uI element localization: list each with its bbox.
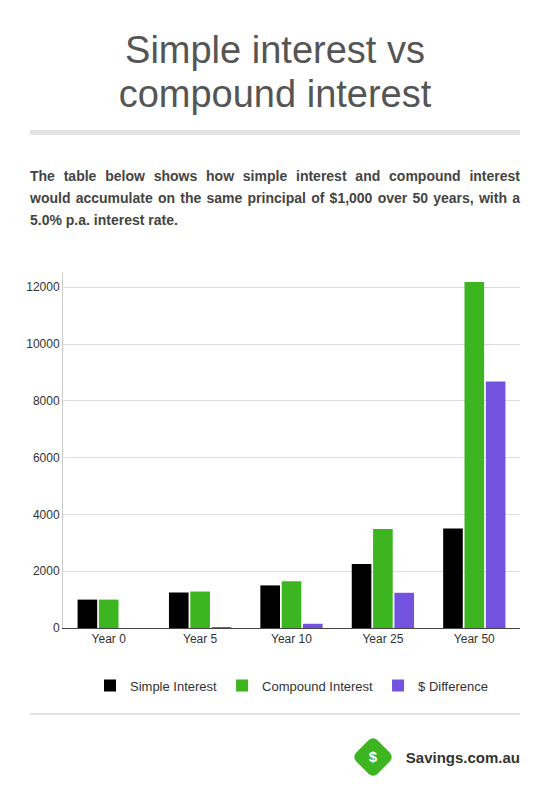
- svg-text:Year 5: Year 5: [183, 632, 218, 646]
- svg-text:Year 50: Year 50: [454, 632, 495, 646]
- svg-text:$ Difference: $ Difference: [418, 679, 488, 694]
- svg-text:Year 25: Year 25: [362, 632, 403, 646]
- svg-text:0: 0: [53, 621, 60, 635]
- html-text:Simple interest vs compound in: Simple interest vs compound interest: [118, 29, 432, 115]
- svg-text:Year 0: Year 0: [92, 632, 127, 646]
- svg-text:Compound Interest: Compound Interest: [262, 679, 373, 694]
- svg-text:12000: 12000: [26, 280, 60, 294]
- svg-text:Simple Interest: Simple Interest: [130, 679, 217, 694]
- html-text:Savings.com.au: Savings.com.au: [405, 748, 520, 766]
- svg-text:2000: 2000: [33, 564, 60, 578]
- svg-text:6000: 6000: [33, 451, 60, 465]
- svg-text:Year 10: Year 10: [271, 632, 312, 646]
- html-text:The table below shows how simp: The table below shows how simple interes…: [30, 168, 520, 228]
- svg-text:8000: 8000: [33, 394, 60, 408]
- svg-text:4000: 4000: [33, 508, 60, 522]
- svg-text:10000: 10000: [26, 337, 60, 351]
